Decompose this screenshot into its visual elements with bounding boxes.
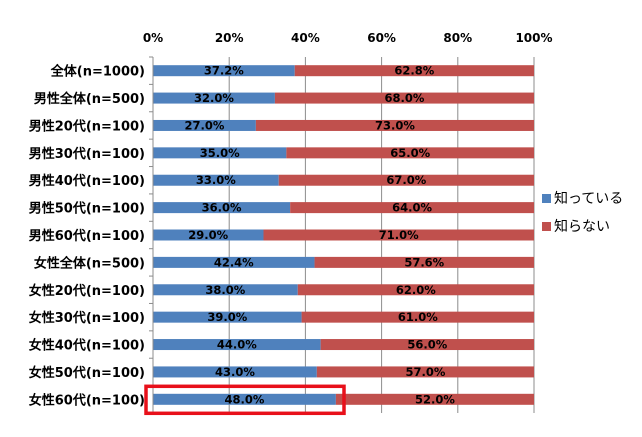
x-axis-ticks: 0% 20% 40% 60% 80% 100% xyxy=(143,31,553,45)
bar-segment xyxy=(153,339,321,351)
bar-segment xyxy=(153,92,275,104)
bar-segment xyxy=(153,393,336,405)
bar-segment xyxy=(263,229,534,241)
bar-segment xyxy=(286,147,534,159)
category-label: 女性40代(n=100) xyxy=(29,338,145,354)
category-label: 女性50代(n=100) xyxy=(29,365,145,381)
bar-segment xyxy=(316,366,534,378)
bar-segment xyxy=(314,256,534,268)
data-label: 35.0% xyxy=(200,146,240,160)
category-label: 男性20代(n=100) xyxy=(29,118,145,134)
x-tick-label: 60% xyxy=(367,31,396,45)
bar-segment xyxy=(153,284,298,296)
bar-segment xyxy=(290,202,534,214)
data-label: 57.0% xyxy=(405,365,445,379)
data-label: 27.0% xyxy=(184,118,224,132)
bar-segment xyxy=(320,339,534,351)
data-label: 37.2% xyxy=(204,64,244,78)
legend-label: 知っている xyxy=(554,190,623,207)
data-label: 48.0% xyxy=(224,392,264,406)
category-label: 男性40代(n=100) xyxy=(29,173,145,189)
data-label: 73.0% xyxy=(375,118,415,132)
y-axis xyxy=(149,56,154,414)
category-label: 女性30代(n=100) xyxy=(29,310,145,326)
x-tick-label: 0% xyxy=(143,31,163,45)
category-label: 女性60代(n=100) xyxy=(29,392,145,408)
highlight-box xyxy=(144,384,346,416)
data-label: 57.6% xyxy=(404,255,444,269)
bar-segment xyxy=(278,174,534,186)
bar-segment xyxy=(297,284,534,296)
category-label: 男性60代(n=100) xyxy=(29,228,145,244)
category-label: 男性50代(n=100) xyxy=(29,201,145,217)
bars: 37.2% 62.8% 32.0% 68.0% 27.0% 73.0% 35.0% 65.0%… xyxy=(153,64,534,406)
category-label: 全体(n=1000) xyxy=(50,64,145,80)
data-label: 62.8% xyxy=(394,64,434,78)
data-label: 64.0% xyxy=(392,201,432,215)
data-label: 44.0% xyxy=(217,338,257,352)
bar-segment xyxy=(153,174,279,186)
data-label: 36.0% xyxy=(202,201,242,215)
data-label: 52.0% xyxy=(415,392,455,406)
data-label: 38.0% xyxy=(205,283,245,297)
data-label: 32.0% xyxy=(194,91,234,105)
legend-swatch xyxy=(542,194,551,203)
highlight-rect xyxy=(144,384,346,416)
data-label: 42.4% xyxy=(214,255,254,269)
category-label: 女性全体(n=500) xyxy=(34,255,145,271)
bar-segment xyxy=(301,311,534,323)
legend-label: 知らない xyxy=(554,218,610,235)
x-tick-label: 20% xyxy=(215,31,244,45)
data-label: 33.0% xyxy=(196,173,236,187)
x-tick-label: 40% xyxy=(291,31,320,45)
bar-segment xyxy=(153,256,315,268)
bar-segment xyxy=(274,92,534,104)
bar-segment xyxy=(153,119,256,131)
bar-segment xyxy=(153,65,295,77)
data-label: 56.0% xyxy=(407,338,447,352)
bar-segment xyxy=(153,229,264,241)
data-label: 71.0% xyxy=(379,228,419,242)
bar-segment xyxy=(153,202,291,214)
bar-segment xyxy=(255,119,534,131)
data-label: 68.0% xyxy=(385,91,425,105)
legend-swatch xyxy=(542,222,551,231)
data-label: 43.0% xyxy=(215,365,255,379)
data-label: 65.0% xyxy=(390,146,430,160)
data-label: 62.0% xyxy=(396,283,436,297)
data-label: 39.0% xyxy=(207,310,247,324)
category-label: 男性30代(n=100) xyxy=(29,146,145,162)
x-tick-label: 80% xyxy=(443,31,472,45)
bar-segment xyxy=(153,147,287,159)
x-tick-label: 100% xyxy=(515,31,552,45)
bar-segment xyxy=(294,65,534,77)
category-label: 男性全体(n=500) xyxy=(34,91,145,107)
category-label: 女性20代(n=100) xyxy=(29,283,145,299)
bar-segment xyxy=(153,311,302,323)
bar-segment xyxy=(153,366,317,378)
data-label: 29.0% xyxy=(188,228,228,242)
data-label: 61.0% xyxy=(398,310,438,324)
data-label: 67.0% xyxy=(386,173,426,187)
bar-segment xyxy=(335,393,534,405)
category-labels: 全体(n=1000) 男性全体(n=500) 男性20代(n=100) 男性30代(n… xyxy=(29,64,145,409)
